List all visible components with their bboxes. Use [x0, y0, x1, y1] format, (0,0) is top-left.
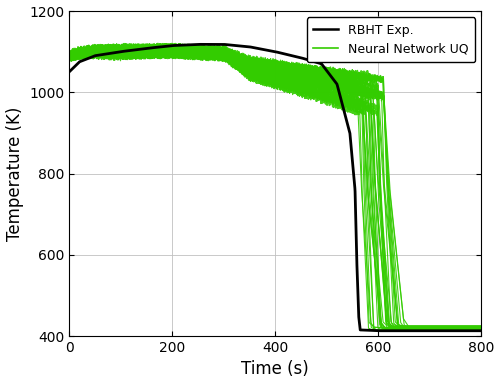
Y-axis label: Temperature (K): Temperature (K) [6, 106, 24, 241]
Legend: RBHT Exp., Neural Network UQ: RBHT Exp., Neural Network UQ [307, 17, 475, 62]
X-axis label: Time (s): Time (s) [242, 361, 309, 379]
